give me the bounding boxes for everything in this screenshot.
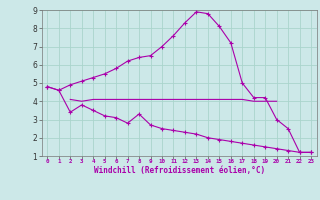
X-axis label: Windchill (Refroidissement éolien,°C): Windchill (Refroidissement éolien,°C) (94, 166, 265, 175)
